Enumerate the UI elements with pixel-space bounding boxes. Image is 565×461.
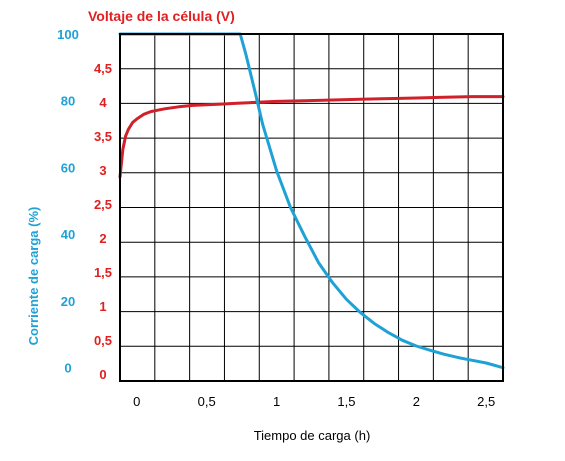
x-tick-labels: 0 0,5 1 1,5 2 2,5 — [133, 394, 495, 409]
voltage-tick-label: 0,5 — [94, 333, 112, 348]
voltage-tick-label: 3 — [99, 163, 106, 178]
current-tick-label: 40 — [61, 227, 75, 242]
current-tick-labels: 0 20 40 60 80 100 — [57, 27, 79, 376]
current-axis-label: Corriente de carga (%) — [26, 207, 41, 346]
voltage-tick-label: 4,5 — [94, 61, 112, 76]
voltage-tick-labels: 0 0,5 1 1,5 2 2,5 3 3,5 4 4,5 — [94, 61, 112, 382]
series-group — [118, 32, 505, 370]
x-tick-label: 2 — [413, 394, 420, 409]
voltage-tick-label: 1 — [99, 299, 106, 314]
voltage-tick-label: 3,5 — [94, 129, 112, 144]
voltage-tick-label: 0 — [99, 367, 106, 382]
x-axis-label: Tiempo de carga (h) — [254, 428, 371, 443]
voltage-tick-label: 2,5 — [94, 197, 112, 212]
current-series-line — [118, 32, 505, 370]
x-tick-label: 2,5 — [477, 394, 495, 409]
voltage-tick-label: 4 — [99, 95, 107, 110]
grid — [119, 33, 503, 381]
chart-title: Voltaje de la célula (V) — [88, 8, 235, 24]
current-tick-label: 20 — [61, 294, 75, 309]
x-tick-label: 1 — [273, 394, 280, 409]
x-tick-label: 1,5 — [337, 394, 355, 409]
plot-frame — [119, 33, 504, 382]
voltage-series-line — [118, 95, 505, 179]
current-tick-label: 60 — [61, 160, 75, 175]
voltage-tick-label: 2 — [99, 231, 106, 246]
voltage-tick-label: 1,5 — [94, 265, 112, 280]
x-tick-label: 0,5 — [198, 394, 216, 409]
x-tick-label: 0 — [133, 394, 140, 409]
current-tick-label: 80 — [61, 94, 75, 109]
current-tick-label: 0 — [64, 361, 71, 376]
current-tick-label: 100 — [57, 27, 79, 42]
